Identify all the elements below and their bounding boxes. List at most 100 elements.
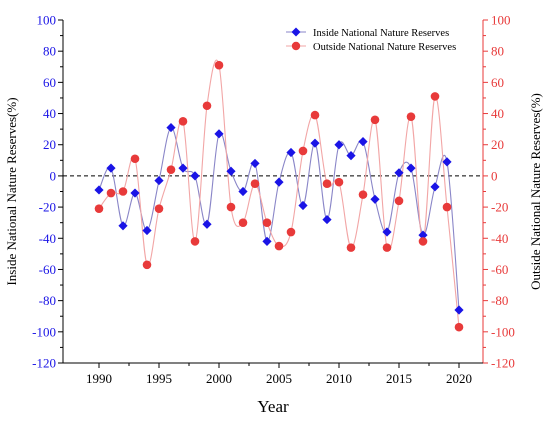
data-point-inside: [226, 166, 236, 176]
data-point-outside: [166, 165, 176, 174]
left-y-tick-label: -60: [39, 262, 56, 277]
data-point-outside: [106, 188, 116, 198]
data-point-outside: [178, 117, 188, 126]
left-y-tick-label: 80: [43, 44, 56, 59]
legend-label-inside: Inside National Nature Reserves: [313, 28, 449, 39]
data-point-outside: [454, 322, 464, 332]
right-y-tick-label: -40: [491, 231, 508, 246]
legend-item-outside: Outside National Nature Reserves: [286, 41, 456, 53]
data-point-inside: [418, 230, 428, 240]
data-point-outside: [142, 260, 152, 270]
data-point-inside: [166, 122, 176, 133]
right-y-tick-label: 80: [491, 44, 504, 59]
right-y-axis-title: Outside National Nature Reserves(%): [528, 93, 543, 290]
data-point-outside: [430, 92, 440, 101]
left-y-tick-label: -120: [32, 356, 56, 371]
data-point-outside: [346, 243, 356, 252]
series-curve-outside: [98, 59, 460, 328]
data-point-inside: [346, 151, 356, 161]
data-point-inside: [370, 194, 380, 204]
data-point-outside: [442, 202, 452, 212]
data-point-outside: [382, 243, 392, 252]
data-point-inside: [322, 214, 332, 225]
x-tick-label: 1995: [146, 371, 172, 386]
legend-marker-outside: [291, 41, 301, 51]
data-point-inside: [142, 225, 152, 236]
data-point-inside: [130, 188, 140, 198]
x-tick-label: 2000: [206, 371, 232, 386]
data-point-outside: [262, 218, 272, 227]
data-point-outside: [202, 101, 212, 111]
data-point-inside: [454, 305, 464, 315]
data-point-outside: [274, 241, 284, 251]
data-point-inside: [394, 168, 404, 178]
data-point-inside: [262, 236, 272, 246]
data-point-inside: [382, 227, 392, 237]
right-y-tick-label: 20: [491, 137, 504, 152]
data-point-inside: [202, 219, 212, 229]
right-y-tick-label: -60: [491, 262, 508, 277]
x-tick-label: 2020: [446, 371, 472, 386]
x-axis-title: Year: [257, 397, 289, 416]
data-point-inside: [358, 137, 368, 147]
left-y-tick-label: 20: [43, 137, 56, 152]
data-point-inside: [430, 182, 440, 192]
right-y-tick-label: 0: [491, 168, 498, 183]
data-point-outside: [298, 146, 308, 156]
left-y-axis-title: Inside National Nature Reserves(%): [4, 97, 19, 285]
data-point-outside: [322, 179, 332, 189]
data-point-inside: [106, 163, 116, 173]
data-point-inside: [442, 157, 452, 167]
data-point-outside: [190, 237, 200, 246]
legend-marker-inside: [291, 27, 301, 37]
x-tick-label: 1990: [86, 371, 112, 386]
right-y-tick-label: 100: [491, 13, 511, 28]
data-point-inside: [154, 175, 164, 186]
data-point-inside: [214, 129, 224, 139]
left-y-tick-label: 60: [43, 75, 56, 90]
right-y-tick-label: -120: [491, 356, 515, 371]
data-point-inside: [238, 186, 248, 197]
right-y-tick-label: -20: [491, 200, 508, 215]
data-point-inside: [274, 177, 284, 187]
data-point-inside: [118, 221, 128, 231]
left-y-tick-label: -40: [39, 231, 56, 246]
data-point-inside: [94, 185, 104, 195]
data-point-inside: [334, 140, 344, 150]
right-y-tick-label: -100: [491, 324, 515, 339]
right-y-tick-label: 40: [491, 106, 504, 121]
right-y-tick-label: 60: [491, 75, 504, 90]
plot-area: -120 -120 -100 -100 -80 -80 -60 -60 -40 -40 -20 -20…: [32, 13, 515, 387]
x-tick-label: 2010: [326, 371, 352, 386]
data-point-inside: [406, 163, 416, 173]
data-point-outside: [250, 179, 260, 189]
data-point-outside: [226, 202, 236, 212]
data-point-outside: [406, 112, 416, 121]
left-y-tick-label: -80: [39, 293, 56, 308]
data-point-outside: [154, 204, 164, 213]
data-point-outside: [238, 218, 248, 227]
data-point-outside: [334, 177, 344, 187]
right-y-tick-label: -80: [491, 293, 508, 308]
legend-label-outside: Outside National Nature Reserves: [313, 42, 456, 53]
data-point-outside: [130, 154, 140, 164]
left-y-tick-label: -100: [32, 324, 56, 339]
left-y-tick-label: 40: [43, 106, 56, 121]
data-point-inside: [178, 163, 188, 173]
data-point-outside: [286, 227, 296, 237]
data-point-inside: [250, 158, 260, 169]
data-point-inside: [190, 171, 200, 181]
data-point-outside: [310, 110, 320, 120]
legend-item-inside: Inside National Nature Reserves: [286, 27, 449, 39]
x-tick-label: 2005: [266, 371, 292, 386]
data-point-inside: [286, 147, 296, 158]
data-point-outside: [370, 115, 380, 125]
data-point-outside: [418, 237, 428, 246]
data-point-outside: [118, 187, 128, 196]
data-point-outside: [214, 60, 224, 70]
data-point-outside: [358, 190, 368, 199]
data-point-inside: [310, 138, 320, 148]
data-point-inside: [298, 200, 308, 211]
x-tick-label: 2015: [386, 371, 412, 386]
